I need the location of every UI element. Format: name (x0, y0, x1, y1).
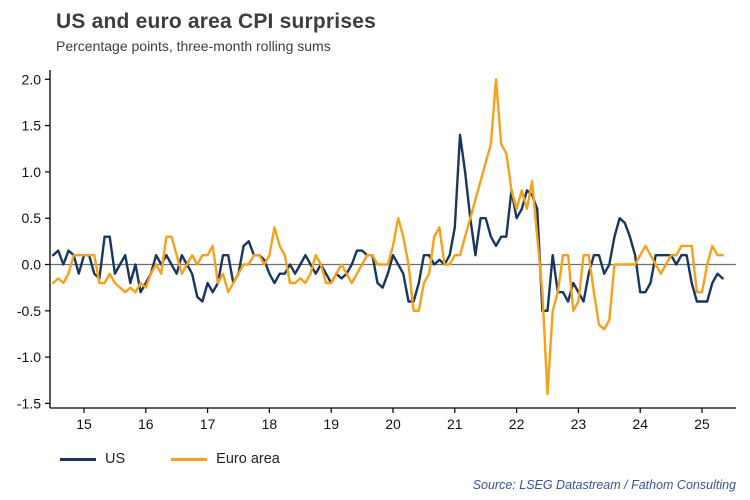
svg-text:-0.5: -0.5 (17, 303, 41, 319)
legend-item-us: US (60, 451, 125, 467)
svg-text:24: 24 (632, 416, 648, 432)
svg-text:1.0: 1.0 (22, 164, 42, 180)
svg-text:22: 22 (509, 416, 525, 432)
svg-text:0.5: 0.5 (22, 210, 42, 226)
legend: US Euro area (60, 448, 736, 470)
svg-text:-1.5: -1.5 (17, 395, 41, 411)
legend-item-euro-area: Euro area (171, 451, 280, 467)
source-credit: Source: LSEG Datastream / Fathom Consult… (472, 478, 736, 492)
chart-subtitle: Percentage points, three-month rolling s… (56, 38, 331, 54)
legend-label-euro-area: Euro area (216, 451, 280, 467)
svg-text:18: 18 (262, 416, 278, 432)
chart-header: US and euro area CPI surprises Percentag… (0, 0, 750, 54)
svg-text:1.5: 1.5 (22, 118, 42, 134)
svg-text:25: 25 (694, 416, 710, 432)
svg-text:0.0: 0.0 (22, 257, 42, 273)
cpi-line-chart: 2.0 1.5 1.0 0.5 0.0 -0.5 -1.0 -1.5 15 16 17 18 19 20 2… (17, 70, 736, 432)
svg-text:15: 15 (76, 416, 92, 432)
svg-text:23: 23 (571, 416, 587, 432)
chart-title: US and euro area CPI surprises (56, 10, 376, 33)
svg-text:2.0: 2.0 (22, 71, 42, 87)
svg-text:21: 21 (447, 416, 463, 432)
svg-text:17: 17 (200, 416, 216, 432)
svg-text:-1.0: -1.0 (17, 349, 41, 365)
euro-area-line-swatch-icon (171, 457, 208, 461)
us-line-swatch-icon (60, 457, 96, 461)
svg-text:16: 16 (138, 416, 154, 432)
svg-text:19: 19 (323, 416, 339, 432)
chart-footer: US Euro area Source: LSEG Datastream / F… (0, 448, 750, 492)
legend-label-us: US (105, 451, 126, 467)
chart-area: 2.0 1.5 1.0 0.5 0.0 -0.5 -1.0 -1.5 15 16 17 18 19 20 2… (0, 54, 750, 443)
svg-text:20: 20 (385, 416, 401, 432)
